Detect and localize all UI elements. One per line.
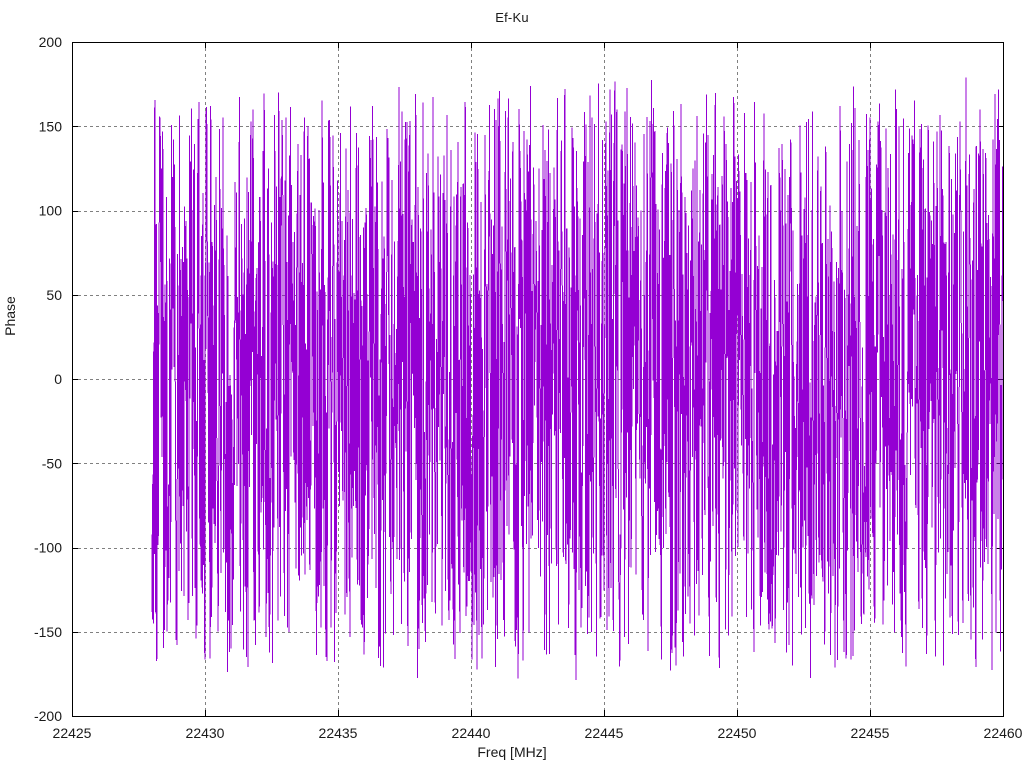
chart-title: Ef-Ku — [495, 10, 529, 25]
svg-text:100: 100 — [39, 203, 63, 219]
svg-text:200: 200 — [39, 34, 63, 50]
y-tick-labels: -200 -150 -100 -50 0 50 100 150 200 — [34, 34, 62, 724]
svg-text:22435: 22435 — [319, 725, 358, 741]
svg-text:22445: 22445 — [585, 725, 624, 741]
svg-text:22450: 22450 — [718, 725, 757, 741]
svg-text:-50: -50 — [42, 455, 62, 471]
svg-text:-200: -200 — [34, 708, 62, 724]
svg-text:150: 150 — [39, 118, 63, 134]
data-series-phase — [151, 77, 1003, 680]
svg-text:-150: -150 — [34, 624, 62, 640]
plot-border — [72, 42, 1004, 717]
svg-text:50: 50 — [46, 287, 62, 303]
svg-text:0: 0 — [54, 371, 62, 387]
svg-text:22455: 22455 — [851, 725, 890, 741]
svg-text:22460: 22460 — [984, 725, 1023, 741]
svg-text:22425: 22425 — [53, 725, 92, 741]
svg-text:22440: 22440 — [452, 725, 491, 741]
svg-text:22430: 22430 — [186, 725, 225, 741]
x-tick-labels: 22425 22430 22435 22440 22445 22450 22455 22460 — [53, 725, 1023, 741]
x-axis-label: Freq [MHz] — [477, 744, 547, 760]
svg-text:-100: -100 — [34, 540, 62, 556]
